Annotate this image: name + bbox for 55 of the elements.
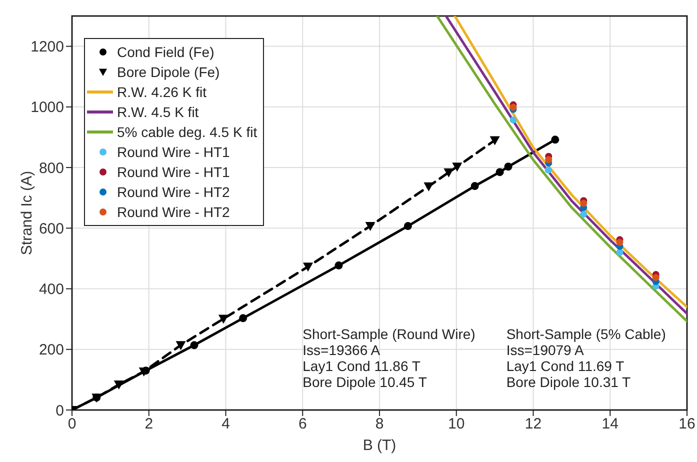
x-tick-label: 16 bbox=[678, 416, 696, 433]
x-tick-label: 6 bbox=[298, 416, 307, 433]
point bbox=[490, 136, 500, 146]
y-tick-label: 200 bbox=[38, 342, 64, 359]
point bbox=[303, 262, 314, 272]
point bbox=[334, 261, 343, 270]
y-tick-label: 1200 bbox=[30, 38, 64, 56]
legend-label: Bore Dipole (Fe) bbox=[117, 63, 220, 82]
annotation: Short-Sample (Round Wire) Iss=19366 A Lay1 Cond 11.86 T Bore Dipole 10.45 T bbox=[302, 326, 476, 390]
point bbox=[544, 166, 552, 174]
point bbox=[504, 162, 512, 171]
point bbox=[616, 238, 624, 246]
point bbox=[652, 274, 660, 282]
x-tick-label: 10 bbox=[448, 416, 465, 433]
legend-label: Round Wire - HT2 bbox=[117, 183, 230, 202]
x-tick-label: 8 bbox=[375, 416, 384, 433]
point bbox=[218, 314, 228, 324]
point bbox=[496, 168, 504, 176]
x-tick-label: 12 bbox=[524, 416, 542, 433]
x-tick-label: 4 bbox=[222, 416, 230, 433]
y-tick-label: 400 bbox=[38, 281, 64, 298]
point bbox=[580, 210, 588, 218]
point bbox=[365, 222, 376, 232]
legend-label: R.W. 4.26 K fit bbox=[117, 83, 206, 102]
legend-label: Round Wire - HT2 bbox=[117, 203, 230, 222]
legend-label: Cond Field (Fe) bbox=[117, 43, 214, 62]
point bbox=[452, 162, 462, 172]
point bbox=[114, 380, 124, 390]
annotation: Short-Sample (5% Cable) Iss=19079 A Lay1 Cond 11.69 T Bore Dipole 10.31 T bbox=[506, 326, 666, 390]
legend-label: 5% cable deg. 4.5 K fit bbox=[117, 123, 258, 142]
point bbox=[404, 222, 412, 230]
point bbox=[424, 182, 434, 192]
point bbox=[470, 182, 479, 190]
point bbox=[444, 168, 454, 178]
y-tick-label: 0 bbox=[56, 402, 64, 420]
point bbox=[239, 314, 248, 322]
x-axis-title: B (T) bbox=[362, 437, 396, 454]
point bbox=[580, 200, 588, 207]
point bbox=[138, 368, 149, 377]
y-tick-label: 600 bbox=[38, 220, 64, 238]
y-tick-label: 800 bbox=[38, 160, 64, 177]
point bbox=[551, 136, 560, 144]
x-tick-label: 14 bbox=[602, 416, 618, 433]
point bbox=[176, 341, 186, 350]
y-axis-title: Strand Ic (A) bbox=[18, 170, 36, 256]
x-tick-label: 0 bbox=[68, 416, 76, 433]
point bbox=[510, 116, 517, 124]
legend-label: R.W. 4.5 K fit bbox=[117, 103, 199, 122]
legend-label: Round Wire - HT1 bbox=[117, 143, 230, 162]
x-tick-label: 2 bbox=[144, 416, 154, 433]
y-tick-label: 1000 bbox=[30, 99, 64, 116]
point bbox=[545, 156, 552, 164]
point bbox=[616, 248, 624, 256]
point bbox=[190, 341, 198, 350]
legend-label: Round Wire - HT1 bbox=[117, 163, 230, 182]
